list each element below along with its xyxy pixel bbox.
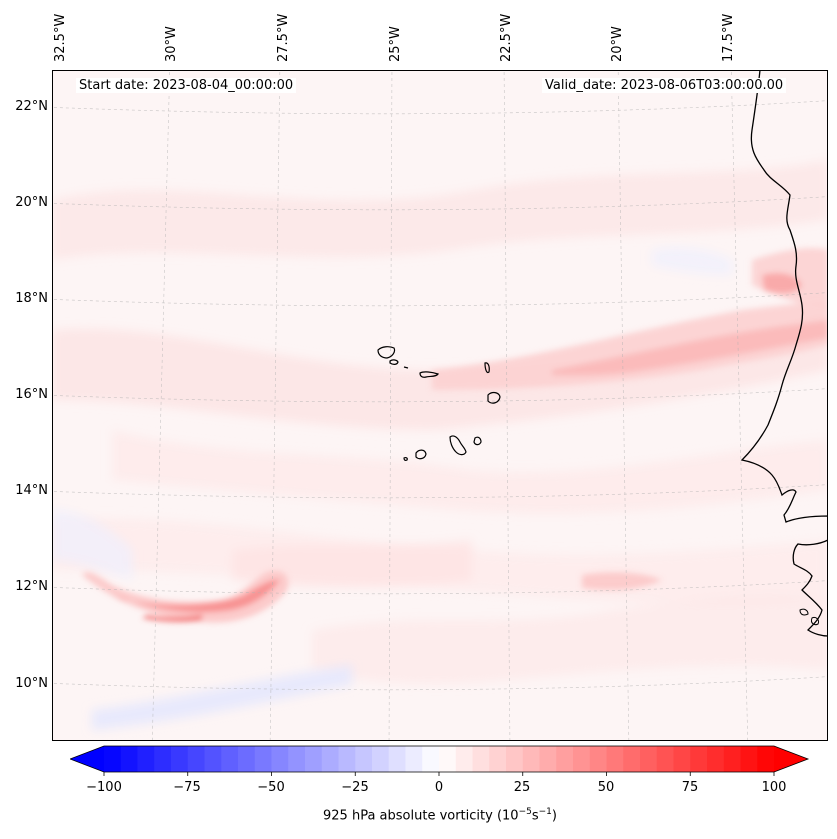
colorbar xyxy=(70,745,810,776)
colorbar-tick-75: 75 xyxy=(681,780,699,795)
negative-vorticity-patches xyxy=(52,248,732,730)
colorbar-tick-neg50: −50 xyxy=(257,780,285,795)
colorbar-label-exponent-1: −5 xyxy=(518,807,532,817)
lat-label-18n: 18°N xyxy=(15,291,48,306)
colorbar-segment xyxy=(723,746,742,772)
cape-verde-islands xyxy=(377,346,501,461)
sao-nicolau-island xyxy=(419,371,439,378)
colorbar-segment xyxy=(171,746,189,772)
lon-label-30w: 30°W xyxy=(164,26,179,62)
colorbar-segment xyxy=(623,746,641,772)
colorbar-segment xyxy=(187,746,206,772)
colorbar-segment xyxy=(204,746,222,772)
colorbar-segment xyxy=(489,746,507,772)
colorbar-extend-low xyxy=(70,746,104,772)
lat-label-10n: 10°N xyxy=(15,676,48,691)
lat-label-22n: 22°N xyxy=(15,99,48,114)
colorbar-segment xyxy=(154,746,172,772)
bijagos-islands xyxy=(799,608,819,626)
lat-label-14n: 14°N xyxy=(15,483,48,498)
colorbar-segment xyxy=(271,746,289,772)
colorbar-segment xyxy=(556,746,574,772)
lon-label-20w: 20°W xyxy=(610,26,625,62)
colorbar-segment xyxy=(757,746,775,772)
colorbar-segment xyxy=(439,746,457,772)
map-panel xyxy=(52,70,828,741)
colorbar-segment xyxy=(690,746,708,772)
maio-island xyxy=(473,436,482,446)
colorbar-segment xyxy=(589,746,608,772)
colorbar-tick-neg75: −75 xyxy=(173,780,201,795)
map-frame xyxy=(52,70,828,741)
colorbar-segment xyxy=(573,746,591,772)
brava-island xyxy=(403,457,408,461)
colorbar-tick-100: 100 xyxy=(761,780,787,795)
lat-label-16n: 16°N xyxy=(15,387,48,402)
colorbar-tick-neg100: −100 xyxy=(86,780,122,795)
africa-coastline xyxy=(740,70,828,637)
santa-luzia-island xyxy=(403,366,409,369)
gridlines xyxy=(52,70,828,741)
start-date-label: Start date: 2023-08-04_00:00:00 xyxy=(76,78,297,93)
colorbar-segment xyxy=(606,746,624,772)
colorbar-extend-high xyxy=(774,746,808,772)
colorbar-segment xyxy=(355,746,373,772)
sal-island xyxy=(484,362,490,374)
lon-label-32-5w: 32.5°W xyxy=(53,13,68,62)
lon-label-17-5w: 17.5°W xyxy=(721,13,736,62)
colorbar-segment xyxy=(422,746,440,772)
colorbar-segment xyxy=(506,746,524,772)
colorbar-segment xyxy=(305,746,323,772)
colorbar-segment xyxy=(104,746,122,772)
colorbar-segment xyxy=(472,746,490,772)
colorbar-label: 925 hPa absolute vorticity (10−5s−1) xyxy=(323,807,557,823)
colorbar-segment xyxy=(707,746,725,772)
colorbar-segment xyxy=(120,746,139,772)
colorbar-segment xyxy=(656,746,675,772)
colorbar-segment xyxy=(522,746,541,772)
colorbar-segment xyxy=(288,746,306,772)
santiago-island xyxy=(449,435,467,456)
colorbar-segment xyxy=(455,746,474,772)
colorbar-segment xyxy=(338,746,356,772)
colorbar-tick-0: 0 xyxy=(434,780,444,795)
southwest-vorticity-streak xyxy=(82,570,662,623)
sao-vicente-island xyxy=(389,359,399,365)
colorbar-segment xyxy=(321,746,340,772)
east-vorticity-band xyxy=(432,248,828,390)
lon-label-25w: 25°W xyxy=(388,26,403,62)
valid-date-label: Valid_date: 2023-08-06T03:00:00.00 xyxy=(542,78,787,93)
colorbar-segment xyxy=(388,746,407,772)
colorbar-segment xyxy=(640,746,658,772)
colorbar-tick-50: 50 xyxy=(597,780,615,795)
colorbar-segment xyxy=(740,746,758,772)
colorbar-segment xyxy=(254,746,273,772)
lat-label-12n: 12°N xyxy=(15,579,48,594)
colorbar-segment xyxy=(238,746,256,772)
colorbar-label-unit: s xyxy=(531,808,539,824)
colorbar-tick-25: 25 xyxy=(513,780,531,795)
colorbar-label-exponent-2: −1 xyxy=(538,807,552,817)
lon-label-22-5w: 22.5°W xyxy=(499,13,514,62)
santo-antao-island xyxy=(377,346,396,359)
fogo-island xyxy=(415,449,427,460)
lat-label-20n: 20°N xyxy=(15,195,48,210)
colorbar-segment xyxy=(405,746,423,772)
colorbar-label-main: 925 hPa absolute vorticity (10 xyxy=(323,808,519,824)
lon-label-27-5w: 27.5°W xyxy=(276,13,291,62)
colorbar-tick-neg25: −25 xyxy=(341,780,369,795)
colorbar-segment xyxy=(673,746,691,772)
colorbar-label-end: ) xyxy=(551,808,557,824)
colorbar-segment xyxy=(539,746,557,772)
boa-vista-island xyxy=(487,391,501,404)
colorbar-segment xyxy=(221,746,239,772)
colorbar-segment xyxy=(137,746,155,772)
colorbar-segment xyxy=(372,746,390,772)
